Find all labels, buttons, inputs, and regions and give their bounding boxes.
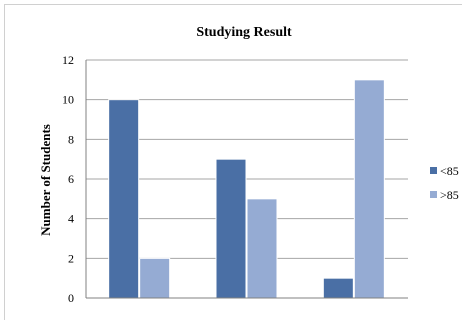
chart-title: Studying Result (196, 25, 292, 40)
y-axis-label: Number of Students (38, 124, 53, 236)
y-tick-label: 4 (68, 212, 74, 226)
y-tick-label: 12 (62, 53, 74, 67)
legend: <85 >85 (430, 164, 459, 202)
y-tick-label: 0 (68, 291, 74, 305)
y-tick-label: 2 (68, 251, 74, 265)
bar-series1-cat2 (215, 158, 247, 299)
y-tick-label: 10 (62, 93, 74, 107)
axes (85, 60, 408, 299)
legend-label: >85 (440, 188, 459, 202)
y-tick-label: 6 (68, 172, 74, 186)
bar-series2-cat2 (246, 198, 278, 299)
y-axis-ticks: 0 2 4 6 8 10 12 (62, 53, 74, 305)
legend-swatch (430, 191, 437, 198)
bar-series2-cat1 (139, 257, 171, 299)
bars (108, 79, 385, 299)
bar-series1-cat3 (322, 277, 354, 299)
y-tick-label: 8 (68, 132, 74, 146)
legend-swatch (430, 167, 437, 174)
bar-series2-cat3 (353, 79, 385, 299)
bar-series1-cat1 (108, 99, 140, 299)
legend-label: <85 (440, 164, 459, 178)
